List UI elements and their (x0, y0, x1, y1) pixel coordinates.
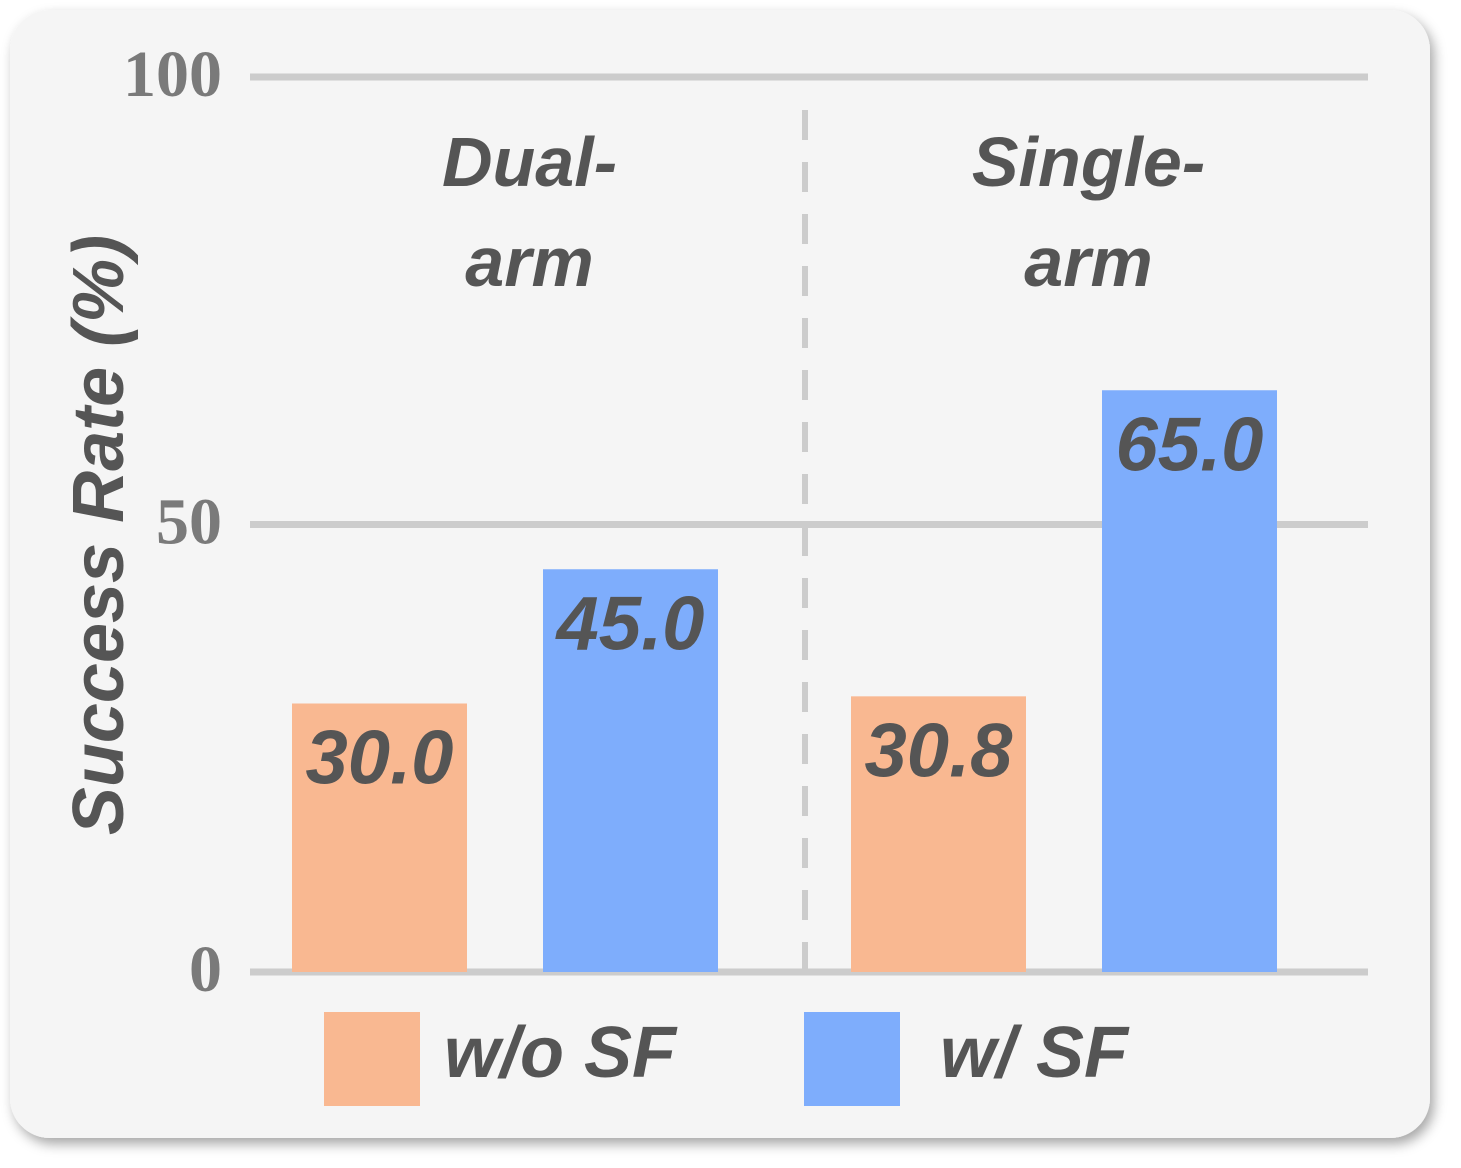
legend-label: w/ SF (940, 1013, 1130, 1093)
legend-swatch (324, 1012, 420, 1106)
value-label: 65.0 (1116, 402, 1264, 487)
y-tick-label: 50 (156, 486, 222, 559)
bar (292, 703, 467, 972)
bar (1102, 390, 1277, 972)
y-tick-label: 100 (123, 38, 222, 111)
value-label: 30.0 (306, 716, 454, 801)
legend-label: w/o SF (444, 1013, 678, 1093)
legend-swatch (804, 1012, 900, 1106)
category-label: Single-arm (971, 123, 1206, 301)
category-label: Dual-arm (442, 123, 617, 301)
bar (851, 696, 1026, 972)
y-tick-label: 0 (189, 933, 222, 1006)
category-label-box: Dual-arm (442, 123, 617, 301)
value-label: 30.8 (865, 708, 1014, 793)
bar (543, 569, 718, 972)
category-label-box: Single-arm (971, 123, 1206, 301)
value-label: 45.0 (555, 581, 705, 666)
y-axis-label: Success Rate (%) (59, 235, 139, 835)
